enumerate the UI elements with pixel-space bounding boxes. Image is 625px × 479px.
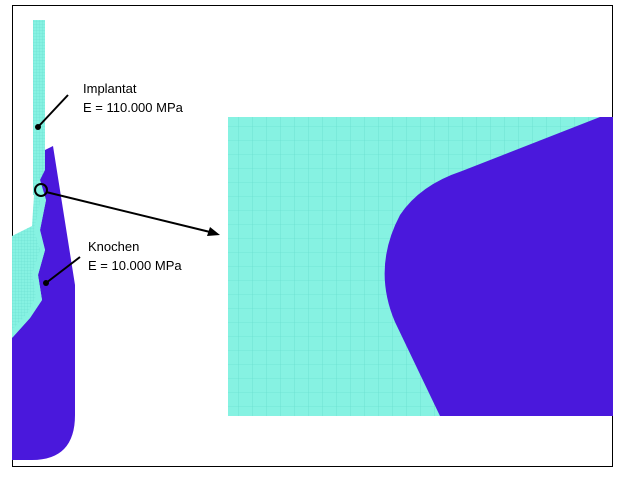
figure: Implantat E = 110.000 MPa Knochen E = 10… — [0, 0, 625, 479]
leader-dot — [35, 124, 41, 130]
bone-modulus: E = 10.000 MPa — [88, 258, 182, 273]
zoom-panel — [228, 117, 613, 416]
leader-dot — [43, 280, 49, 286]
implant-modulus: E = 110.000 MPa — [83, 100, 184, 115]
overview — [12, 20, 75, 460]
arrow-head — [207, 227, 220, 236]
implant-label: Implantat — [83, 81, 137, 96]
arrow-line — [46, 192, 210, 232]
bone-label: Knochen — [88, 239, 139, 254]
implant-mesh — [33, 20, 45, 195]
